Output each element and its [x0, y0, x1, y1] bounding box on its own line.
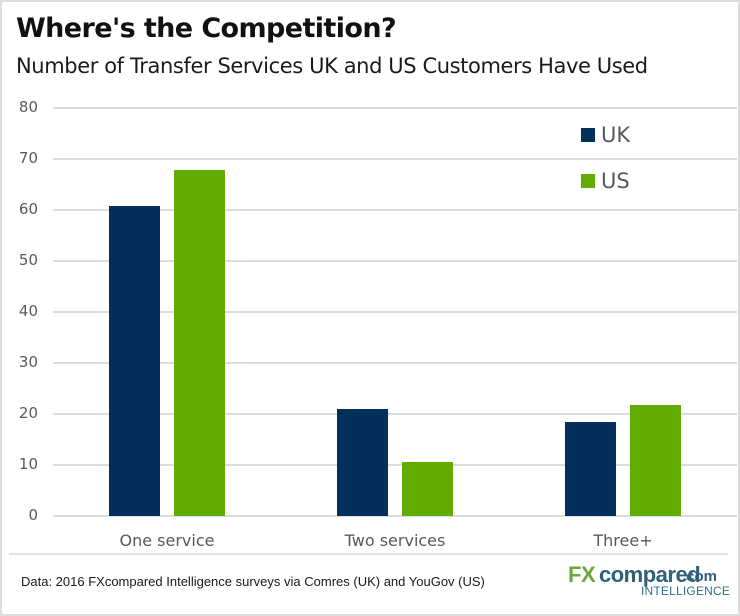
gridline	[53, 515, 737, 517]
legend-swatch-us	[581, 174, 595, 188]
source-note: Data: 2016 FXcompared Intelligence surve…	[21, 574, 485, 589]
bar-uk-three	[565, 422, 616, 516]
logo-intelligence: INTELLIGENCE	[641, 584, 731, 598]
legend-item-us: US	[581, 170, 630, 192]
logo-com: .com	[682, 568, 718, 585]
y-tick-label: 60	[18, 200, 38, 218]
gridline	[53, 413, 737, 415]
gridline	[53, 107, 737, 109]
gridline	[53, 362, 737, 364]
bar-us-two-services	[402, 462, 453, 516]
x-category-label: One service	[119, 531, 215, 550]
plot-area: 0 10 20 30 40 50 60 70 80 One service Two services…	[18, 98, 737, 550]
legend-label-uk: UK	[601, 123, 631, 147]
y-tick-label: 20	[18, 404, 38, 422]
legend-label-us: US	[601, 169, 630, 193]
y-tick-label: 0	[28, 506, 38, 524]
logo-compared: compared	[599, 562, 701, 587]
bar-uk-two-services	[337, 409, 388, 516]
y-tick-label: 50	[18, 251, 38, 269]
legend-swatch-uk	[581, 128, 595, 142]
chart-subtitle: Number of Transfer Services UK and US Cu…	[16, 54, 648, 78]
gridline	[53, 311, 737, 313]
y-tick-label: 80	[18, 98, 38, 116]
gridline	[53, 464, 737, 466]
y-tick-label: 30	[18, 353, 38, 371]
y-tick-label: 10	[18, 455, 38, 473]
y-tick-label: 40	[18, 302, 38, 320]
x-axis-separator	[9, 553, 728, 555]
bar-uk-one-service	[109, 206, 160, 516]
x-category-label: Three+	[593, 531, 653, 550]
bar-us-three	[630, 405, 681, 516]
legend-item-uk: UK	[581, 124, 630, 146]
y-tick-label: 70	[18, 149, 38, 167]
bar-us-one-service	[174, 170, 225, 516]
chart-title: Where's the Competition?	[16, 13, 397, 44]
gridline	[53, 158, 737, 160]
fxcompared-logo: FX compared .com INTELLIGENCE	[566, 562, 730, 598]
gridline	[53, 209, 737, 211]
x-category-label: Two services	[344, 531, 446, 550]
gridline	[53, 260, 737, 262]
logo-fx: FX	[568, 562, 596, 587]
